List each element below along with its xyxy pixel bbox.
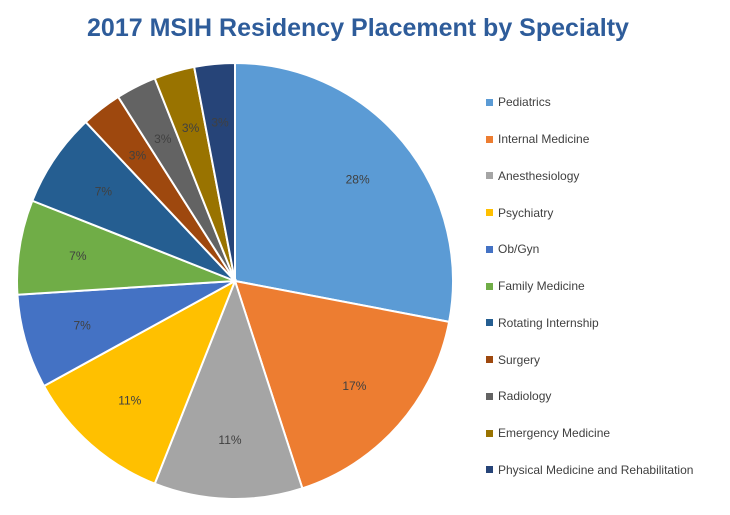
pie-slice-physical-medicine-and-rehabilitation <box>192 61 236 282</box>
legend-item-pediatrics: Pediatrics <box>486 84 693 121</box>
pie-slice-anesthesiology <box>153 278 304 500</box>
legend-item-rotating-internship: Rotating Internship <box>486 305 693 342</box>
legend-item-ob-gyn: Ob/Gyn <box>486 231 693 268</box>
legend-swatch <box>486 319 493 327</box>
legend-swatch <box>486 356 493 364</box>
legend-item-family-medicine: Family Medicine <box>486 268 693 305</box>
legend-swatch <box>486 392 493 400</box>
legend-label: Pediatrics <box>498 95 551 110</box>
data-label-radiology: 3% <box>154 132 172 146</box>
legend-label: Internal Medicine <box>498 132 590 147</box>
chart-legend: Pediatrics Internal Medicine Anesthesiolog… <box>486 84 693 488</box>
legend-label: Psychiatry <box>498 205 554 220</box>
legend-item-emergency-medicine: Emergency Medicine <box>486 415 693 452</box>
legend-label: Ob/Gyn <box>498 242 540 257</box>
legend-swatch <box>486 245 493 253</box>
legend-item-radiology: Radiology <box>486 378 693 415</box>
legend-label: Family Medicine <box>498 279 585 294</box>
legend-swatch <box>486 135 493 143</box>
legend-label: Surgery <box>498 352 541 367</box>
legend-swatch <box>486 172 493 180</box>
data-label-emergency-medicine: 3% <box>182 121 200 135</box>
data-label-physical-medicine-and-rehabilitation: 3% <box>211 116 229 130</box>
legend-swatch <box>486 209 493 217</box>
pie-slice-pediatrics <box>234 61 454 324</box>
legend-item-anesthesiology: Anesthesiology <box>486 158 693 195</box>
pie-slice-psychiatry <box>42 278 237 485</box>
legend-label: Radiology <box>498 389 552 404</box>
legend-swatch <box>486 466 493 474</box>
legend-swatch <box>486 429 493 437</box>
chart-title: 2017 MSIH Residency Placement by Special… <box>87 14 629 42</box>
legend-label: Anesthesiology <box>498 168 580 183</box>
legend-item-psychiatry: Psychiatry <box>486 194 693 231</box>
data-label-psychiatry: 11% <box>118 393 141 407</box>
data-label-internal-medicine: 17% <box>342 379 366 393</box>
legend-label: Physical Medicine and Rehabilitation <box>498 462 694 477</box>
legend-label: Emergency Medicine <box>498 426 611 441</box>
legend-item-physical-medicine-and-rehabilitation: Physical Medicine and Rehabilitation <box>486 452 693 489</box>
legend-item-internal-medicine: Internal Medicine <box>486 121 693 158</box>
legend-item-surgery: Surgery <box>486 341 693 378</box>
data-label-anesthesiology: 11% <box>218 433 241 447</box>
legend-swatch <box>486 98 493 106</box>
data-label-ob-gyn: 7% <box>74 318 92 332</box>
data-label-family-medicine: 7% <box>69 249 87 263</box>
pie-slice-internal-medicine <box>233 279 451 490</box>
data-label-rotating-internship: 7% <box>95 185 113 199</box>
legend-label: Rotating Internship <box>498 315 599 330</box>
data-label-surgery: 3% <box>129 148 147 162</box>
legend-swatch <box>486 282 493 290</box>
data-label-pediatrics: 28% <box>346 173 370 187</box>
